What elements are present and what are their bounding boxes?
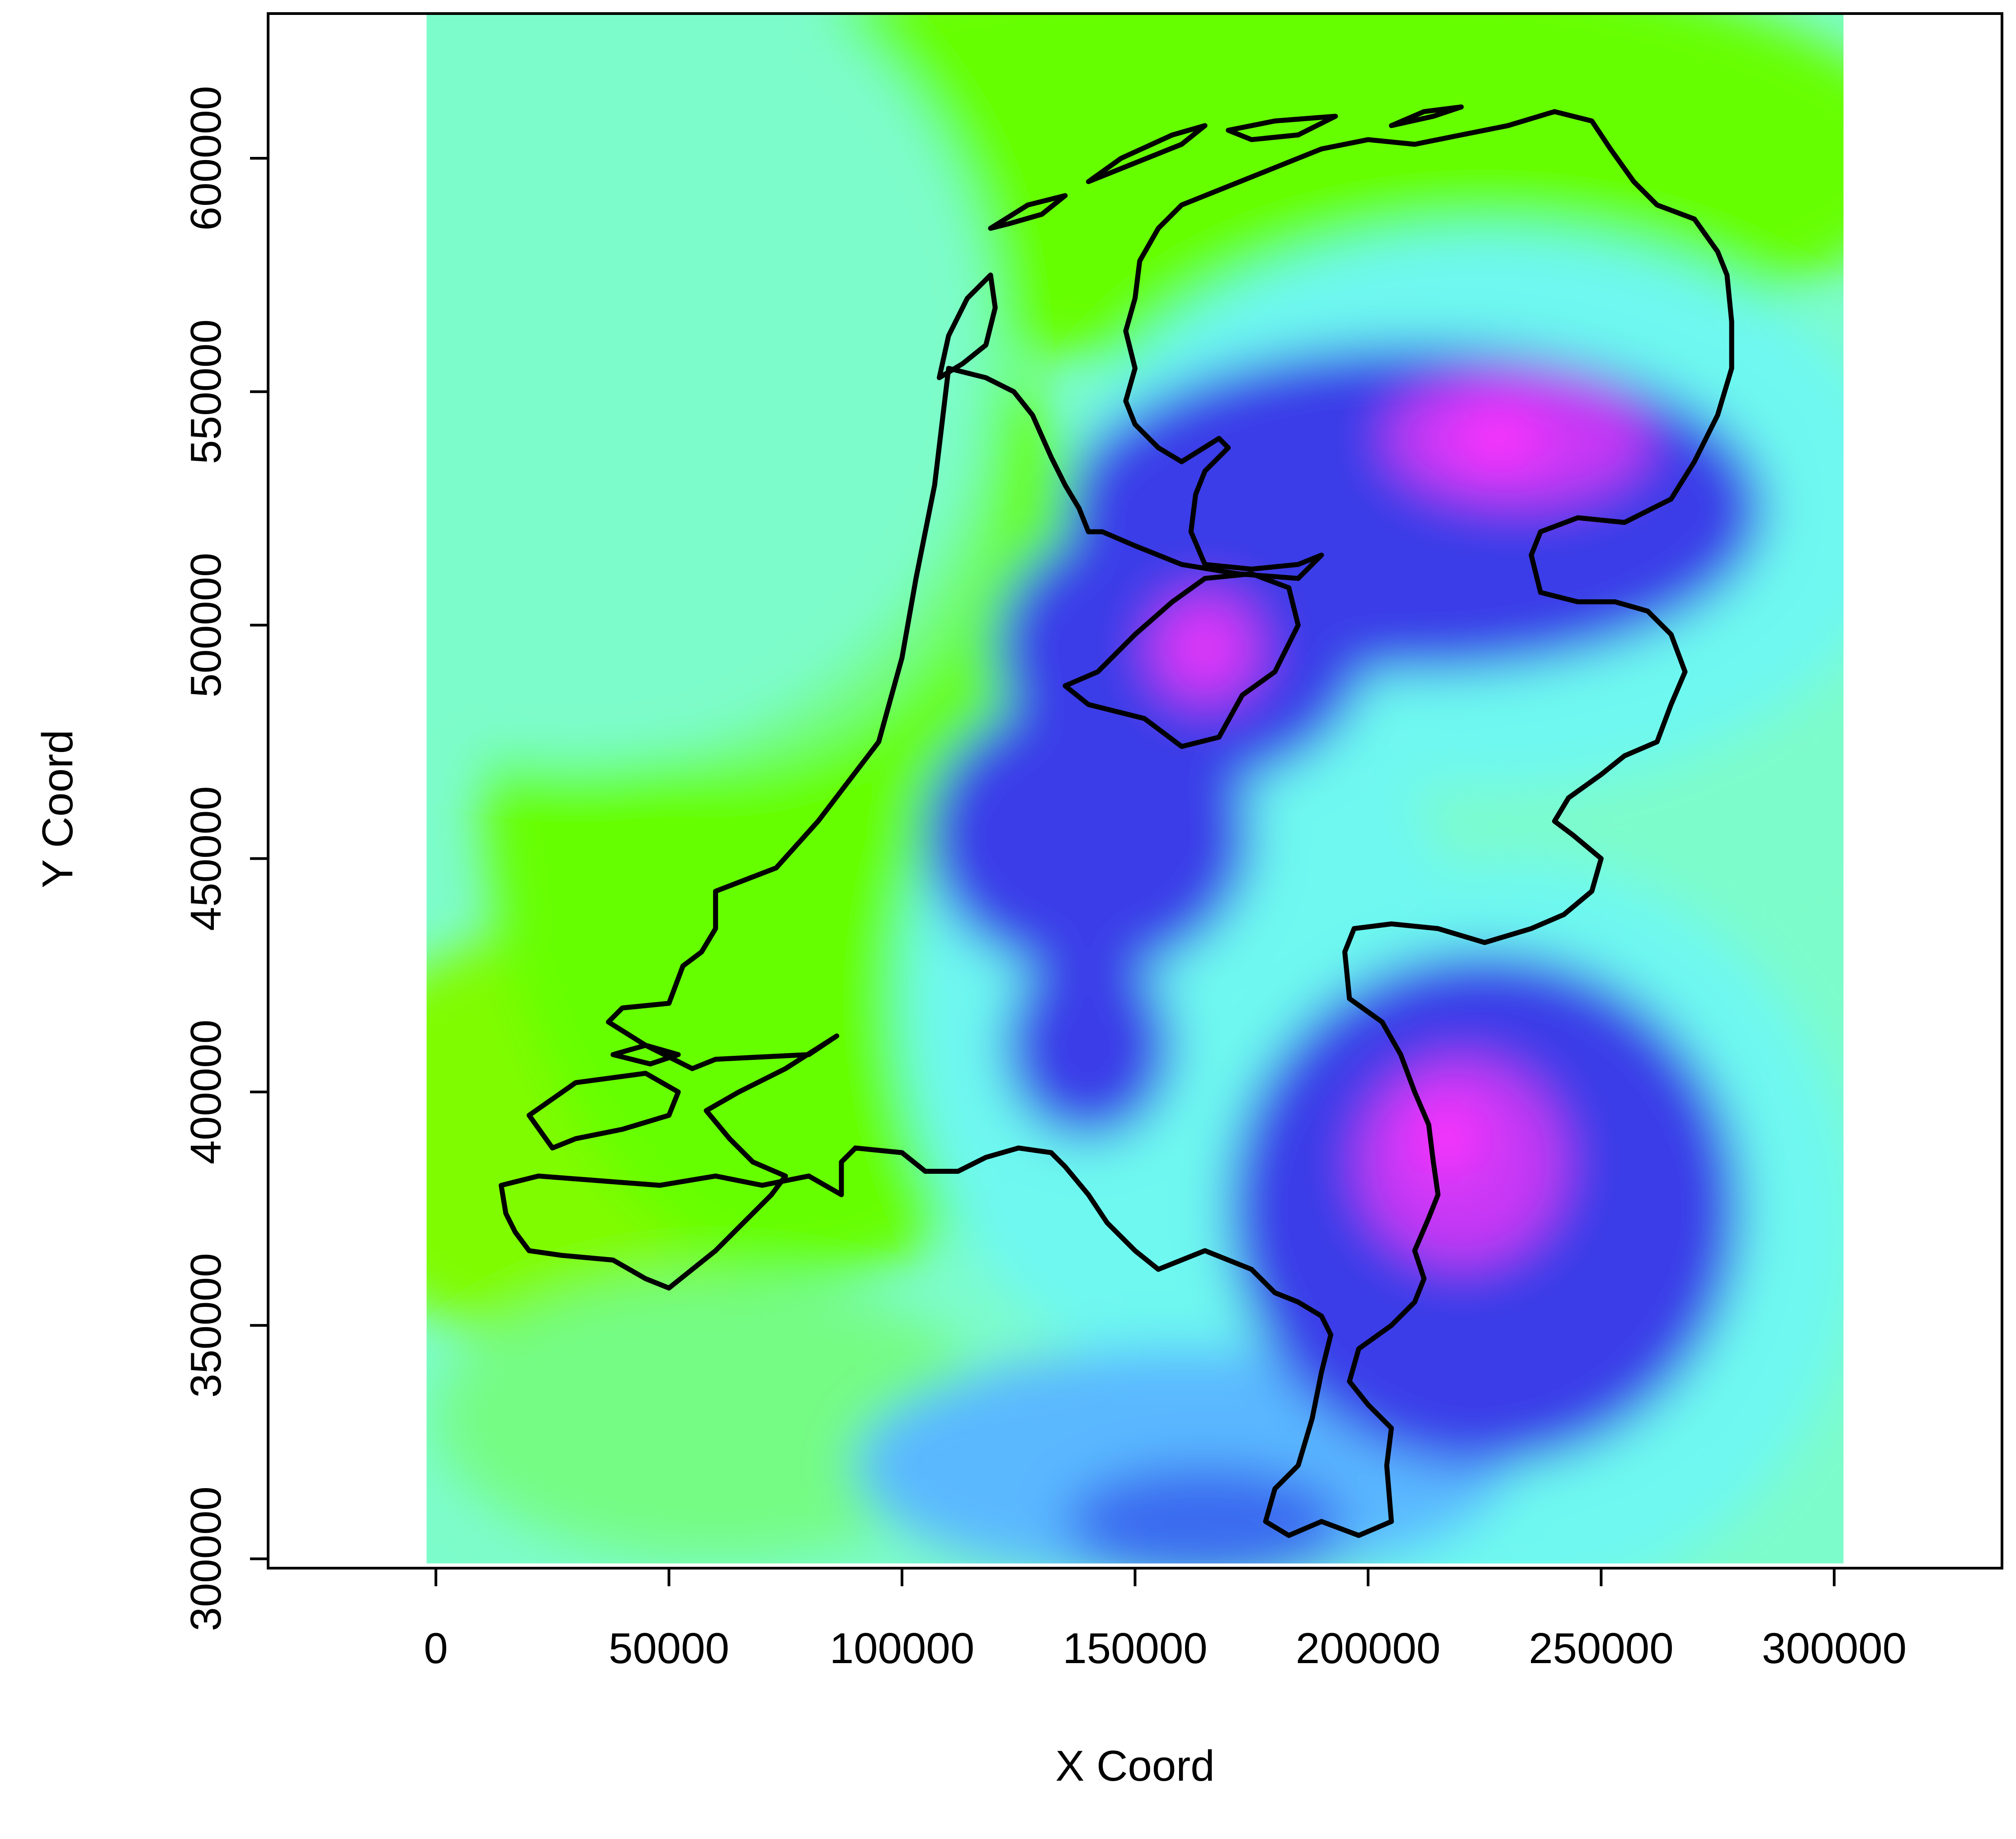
x-tick-label: 50000 [609,1624,729,1673]
y-tick-label: 550000 [182,319,230,464]
y-tick-label: 500000 [182,553,230,697]
y-axis-label: Y Coord [33,730,82,888]
x-tick-label: 0 [424,1624,448,1673]
x-tick-label: 150000 [1062,1624,1207,1673]
y-tick-label: 350000 [182,1253,230,1398]
x-tick-label: 250000 [1529,1624,1673,1673]
heatmap-region-far-south-blue [1065,1466,1345,1578]
y-tick-label: 300000 [182,1486,230,1631]
y-axis: 300000 350000 400000 450000 500000 550000 6000… [182,86,268,1631]
heatmap-layer [156,0,1927,1606]
x-axis: 0 50000 100000 150000 200000 250000 300000 [424,1568,1907,1673]
heatmap-regions [156,0,1927,1606]
y-tick-label: 450000 [182,786,230,931]
heatmap-region-west-blue [925,695,1252,975]
x-tick-label: 100000 [830,1624,974,1673]
y-tick-label: 400000 [182,1020,230,1164]
x-tick-label: 300000 [1762,1624,1907,1673]
y-tick-label: 600000 [182,86,230,231]
x-tick-label: 200000 [1296,1624,1440,1673]
heatmap-region-sw-blue-patch [1005,952,1172,1139]
heatmap-region-north-magenta [1452,411,1545,467]
x-axis-label: X Coord [1055,1742,1214,1790]
heatmap-region-flevoland-magenta [1186,630,1223,667]
